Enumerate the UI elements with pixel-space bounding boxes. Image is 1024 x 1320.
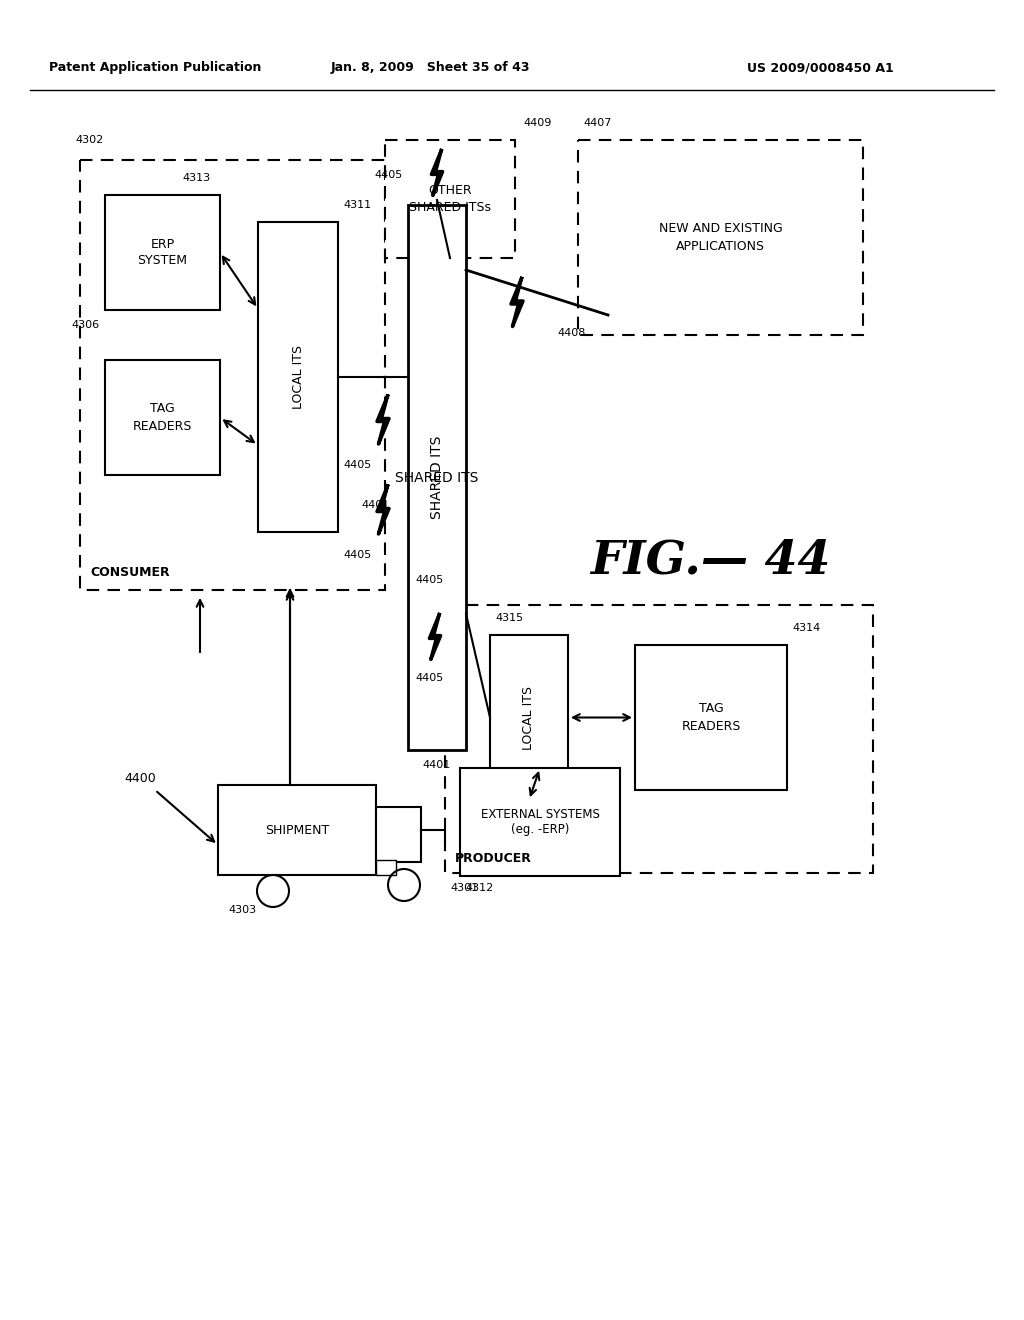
Text: LOCAL ITS: LOCAL ITS — [292, 345, 304, 409]
Bar — [460, 768, 620, 876]
Text: 4405: 4405 — [416, 576, 444, 585]
Bar — [376, 807, 421, 862]
Text: 4405: 4405 — [375, 170, 403, 180]
Text: 4314: 4314 — [792, 623, 820, 634]
Text: 4302: 4302 — [75, 135, 103, 145]
Text: LOCAL ITS: LOCAL ITS — [522, 685, 536, 750]
Text: 4303: 4303 — [228, 906, 256, 915]
Text: US 2009/0008450 A1: US 2009/0008450 A1 — [746, 62, 893, 74]
Bar — [80, 160, 385, 590]
Text: Jan. 8, 2009   Sheet 35 of 43: Jan. 8, 2009 Sheet 35 of 43 — [331, 62, 529, 74]
Text: 4408: 4408 — [557, 327, 586, 338]
Text: 4409: 4409 — [523, 117, 551, 128]
Text: 4306: 4306 — [72, 319, 100, 330]
Text: FIG.— 44: FIG.— 44 — [590, 537, 830, 583]
Text: SHARED ITS: SHARED ITS — [395, 470, 478, 484]
Text: PRODUCER: PRODUCER — [455, 851, 531, 865]
Bar — [376, 861, 396, 875]
Text: 4405: 4405 — [416, 673, 444, 682]
Bar — [635, 645, 787, 789]
Bar — [218, 785, 376, 875]
Bar — [105, 360, 220, 475]
Bar — [258, 222, 338, 532]
Text: 4405: 4405 — [344, 550, 372, 560]
Text: TAG
READERS: TAG READERS — [681, 702, 740, 733]
Bar — [490, 635, 568, 800]
Bar — [578, 140, 863, 335]
Text: OTHER
SHARED ITSs: OTHER SHARED ITSs — [409, 183, 490, 214]
Text: 4312: 4312 — [465, 883, 494, 894]
Text: ERP
SYSTEM: ERP SYSTEM — [137, 238, 187, 268]
Text: 4311: 4311 — [343, 201, 371, 210]
Text: TAG
READERS: TAG READERS — [133, 403, 193, 433]
Bar — [385, 140, 515, 257]
Text: CONSUMER: CONSUMER — [90, 565, 170, 578]
Text: 4405: 4405 — [344, 459, 372, 470]
Text: 4401: 4401 — [422, 760, 451, 770]
Text: SHIPMENT: SHIPMENT — [265, 824, 329, 837]
Bar — [445, 605, 873, 873]
Text: 4401: 4401 — [361, 500, 390, 510]
Text: SHARED ITS: SHARED ITS — [430, 436, 444, 519]
Text: 4313: 4313 — [182, 173, 211, 183]
Bar — [408, 205, 466, 750]
Bar — [105, 195, 220, 310]
Text: Patent Application Publication: Patent Application Publication — [49, 62, 261, 74]
Text: EXTERNAL SYSTEMS
(eg. -ERP): EXTERNAL SYSTEMS (eg. -ERP) — [480, 808, 599, 837]
Text: 4407: 4407 — [583, 117, 611, 128]
Text: 4301: 4301 — [450, 883, 478, 894]
Text: 4400: 4400 — [124, 771, 156, 784]
Text: 4315: 4315 — [495, 612, 523, 623]
Text: NEW AND EXISTING
APPLICATIONS: NEW AND EXISTING APPLICATIONS — [658, 223, 782, 252]
